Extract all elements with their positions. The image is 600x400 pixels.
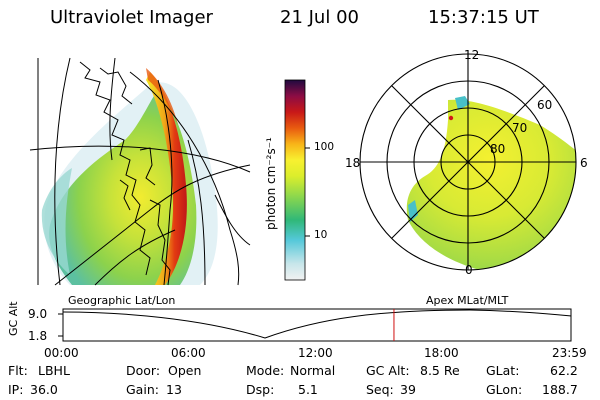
colorbar	[284, 79, 310, 281]
flt-label: Flt:	[8, 363, 28, 378]
mlat-label-70: 70	[512, 121, 528, 135]
timeline-plot	[58, 308, 572, 342]
left-projection-label: Geographic Lat/Lon	[68, 294, 176, 307]
instrument-title: Ultraviolet Imager	[50, 7, 213, 28]
geographic-grid	[29, 57, 251, 286]
image-date: 21 Jul 00	[280, 7, 359, 28]
gain-label: Gain:	[126, 382, 159, 397]
colorbar-tick-100: 100	[314, 141, 335, 153]
glat-label: GLat:	[486, 363, 520, 378]
door-label: Door:	[126, 363, 161, 378]
colorbar-tick-10: 10	[314, 229, 328, 241]
mlt-label-18: 18	[345, 156, 361, 170]
timeline-x-tick-2359: 23:59	[552, 346, 587, 360]
image-time: 15:37:15 UT	[428, 7, 539, 28]
timeline-x-tick-1200: 12:00	[298, 346, 333, 360]
mlt-label-0: 0	[465, 263, 473, 277]
mode-value: Normal	[290, 363, 336, 378]
dsp-value: 5.1	[298, 382, 318, 397]
door-value: Open	[168, 363, 202, 378]
mlat-label-60: 60	[537, 98, 553, 112]
glon-label: GLon:	[486, 382, 523, 397]
mlat-label-80: 80	[490, 142, 506, 156]
right-projection-label: Apex MLat/MLT	[426, 294, 509, 307]
dsp-label: Dsp:	[246, 382, 275, 397]
polar-grid	[359, 53, 577, 271]
colorbar-unit-label: photon cm⁻²s⁻¹	[264, 137, 278, 230]
geographic-image	[41, 68, 218, 286]
seq-value: 39	[400, 382, 416, 397]
glon-value: 188.7	[542, 382, 578, 397]
glat-value: 62.2	[550, 363, 578, 378]
mode-label: Mode:	[246, 363, 285, 378]
gc-alt-value: 8.5 Re	[420, 363, 460, 378]
timeline-x-tick-0000: 00:00	[44, 346, 79, 360]
timeline-y-tick-9: 9.0	[28, 307, 48, 321]
timeline-y-axis-label: GC Alt	[7, 301, 20, 336]
mlt-label-12: 12	[464, 48, 480, 62]
polar-hotspot	[448, 115, 454, 121]
mlt-label-6: 6	[580, 156, 588, 170]
ip-value: 36.0	[30, 382, 58, 397]
gain-value: 13	[166, 382, 182, 397]
gc-alt-label: GC Alt:	[366, 363, 410, 378]
polar-image	[406, 96, 576, 270]
flt-value: LBHL	[38, 363, 70, 378]
seq-label: Seq:	[366, 382, 394, 397]
timeline-x-tick-1800: 18:00	[424, 346, 459, 360]
timeline-x-tick-0600: 06:00	[171, 346, 206, 360]
timeline-y-tick-1-8: 1.8	[28, 329, 48, 343]
ip-label: IP:	[8, 382, 24, 397]
